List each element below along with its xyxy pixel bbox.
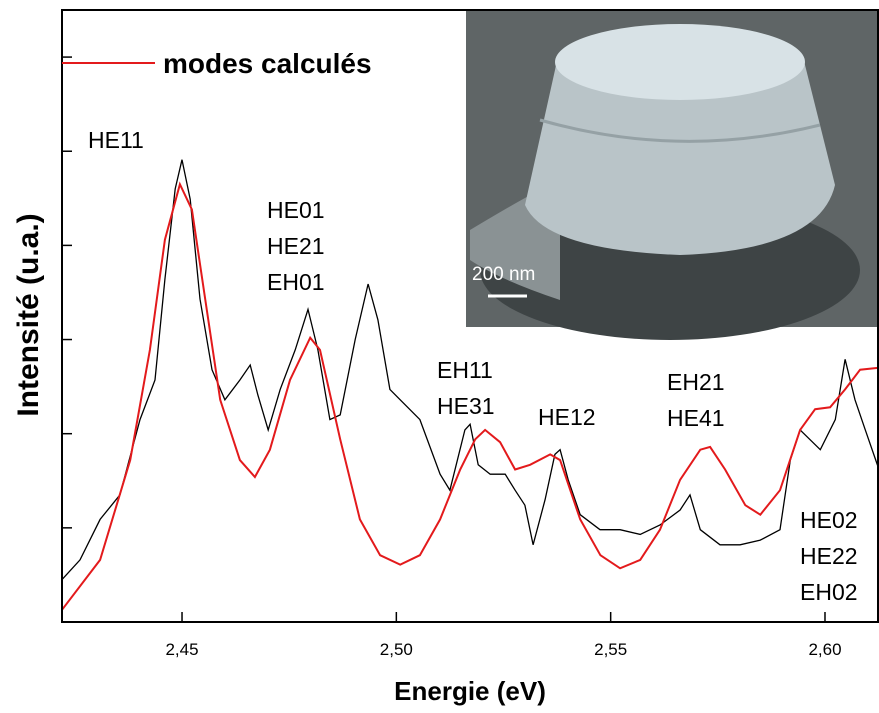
mode-label: HE11 bbox=[88, 127, 144, 153]
mode-label: EH01 bbox=[267, 269, 325, 295]
data-line bbox=[61, 181, 879, 611]
mode-label: HE31 bbox=[437, 393, 495, 419]
mode-label: HE01 bbox=[267, 197, 325, 223]
mode-label: HE21 bbox=[267, 233, 325, 259]
mode-label: EH11 bbox=[437, 357, 493, 383]
inset-scale-label: 200 nm bbox=[472, 264, 535, 285]
data-line bbox=[61, 159, 879, 581]
mode-label: EH21 bbox=[667, 369, 725, 395]
plot-frame bbox=[61, 9, 879, 623]
mode-label: HE41 bbox=[667, 405, 725, 431]
mode-label: HE02 bbox=[800, 507, 858, 533]
mode-label: EH02 bbox=[800, 579, 858, 605]
mode-label: HE12 bbox=[538, 404, 596, 430]
x-tick-label: 2,50 bbox=[380, 640, 413, 659]
x-tick-label: 2,60 bbox=[808, 640, 841, 659]
x-tick-label: 2,45 bbox=[165, 640, 198, 659]
inset-image: 200 nm bbox=[466, 10, 879, 340]
mode-label: HE22 bbox=[800, 543, 858, 569]
y-axis-title: Intensité (u.a.) bbox=[12, 213, 45, 416]
legend-label: modes calculés bbox=[163, 48, 372, 79]
x-axis-title: Energie (eV) bbox=[394, 676, 546, 706]
x-tick-label: 2,55 bbox=[594, 640, 627, 659]
